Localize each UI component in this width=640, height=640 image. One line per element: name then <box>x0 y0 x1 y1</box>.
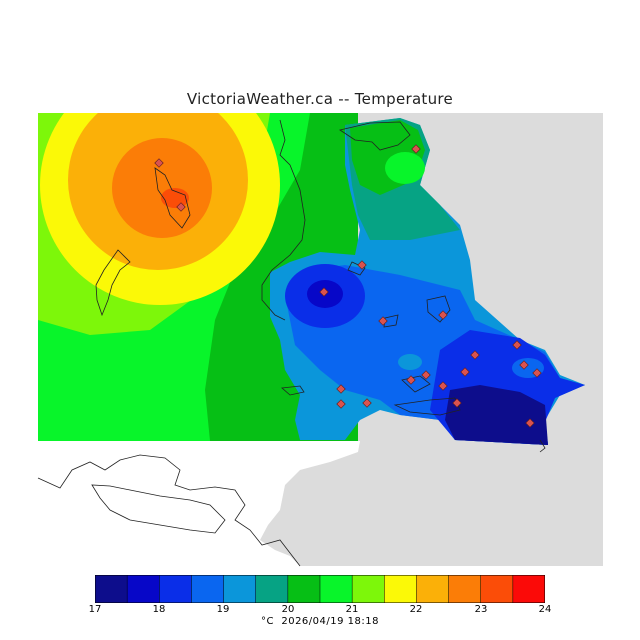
weather-stations <box>154 144 542 428</box>
timestamp: 2026/04/19 18:18 <box>281 616 379 627</box>
legend-tick: 18 <box>152 604 166 615</box>
legend-bar <box>94 574 546 604</box>
east-temperature-field <box>270 118 585 445</box>
station-marker <box>460 367 470 377</box>
legend-swatch <box>223 574 257 604</box>
legend-swatch <box>191 574 225 604</box>
station-marker <box>421 370 431 380</box>
station-marker <box>154 158 164 168</box>
unit-label: °C <box>261 616 274 627</box>
legend-swatch <box>287 574 321 604</box>
legend-swatch <box>448 574 482 604</box>
legend-swatch <box>384 574 418 604</box>
legend-tick: 20 <box>281 604 295 615</box>
map-title: VictoriaWeather.ca -- Temperature <box>186 90 454 108</box>
station-marker <box>406 375 416 385</box>
map-caption: °C 2026/04/19 18:18 <box>0 616 640 627</box>
station-marker <box>336 384 346 394</box>
legend-swatch <box>416 574 450 604</box>
legend-tick: 21 <box>345 604 359 615</box>
station-marker <box>357 260 367 270</box>
legend-swatch <box>319 574 353 604</box>
legend-tick: 24 <box>538 604 552 615</box>
station-marker <box>362 398 372 408</box>
legend-swatch <box>255 574 289 604</box>
station-marker <box>378 316 388 326</box>
legend-swatch <box>480 574 514 604</box>
peninsula-outline <box>91 484 226 534</box>
station-marker <box>452 398 462 408</box>
legend-swatch <box>94 574 128 604</box>
station-marker <box>512 340 522 350</box>
station-marker <box>438 310 448 320</box>
legend-tick: 23 <box>474 604 488 615</box>
southern-coastline <box>37 454 301 567</box>
legend-swatch <box>351 574 386 604</box>
station-marker <box>525 418 535 428</box>
station-marker <box>176 202 186 212</box>
temperature-legend <box>94 574 546 604</box>
legend-swatch <box>126 574 161 604</box>
station-marker <box>532 368 542 378</box>
legend-swatch <box>512 574 546 604</box>
station-marker <box>411 144 421 154</box>
station-marker <box>438 381 448 391</box>
station-marker <box>519 360 529 370</box>
legend-swatch <box>159 574 193 604</box>
legend-tick: 17 <box>88 604 102 615</box>
station-marker <box>319 287 329 297</box>
legend-tick: 19 <box>216 604 230 615</box>
station-marker <box>470 350 480 360</box>
station-marker <box>336 399 346 409</box>
legend-tick: 22 <box>409 604 423 615</box>
